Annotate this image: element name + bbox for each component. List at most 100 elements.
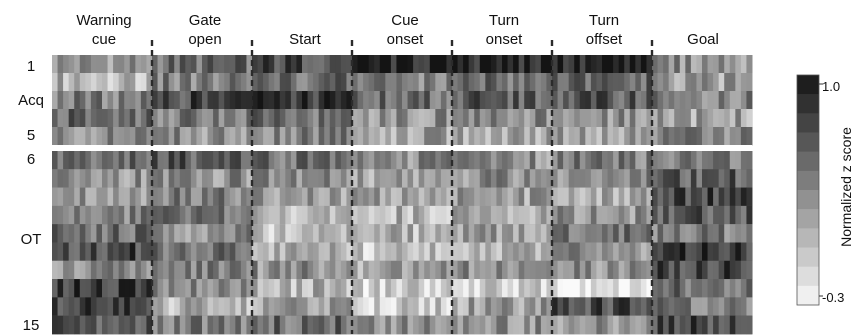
heatmap-texture bbox=[563, 55, 569, 74]
heatmap-texture bbox=[590, 127, 597, 146]
heatmap-texture bbox=[352, 55, 358, 74]
heatmap-texture bbox=[735, 297, 742, 316]
heatmap-texture bbox=[102, 127, 108, 146]
heatmap-texture bbox=[563, 73, 569, 92]
heatmap-texture bbox=[474, 242, 481, 262]
heatmap-texture bbox=[152, 127, 158, 146]
heatmap-texture bbox=[179, 127, 186, 146]
heatmap-texture bbox=[257, 127, 264, 146]
heatmap-texture bbox=[429, 151, 436, 170]
heatmap-texture bbox=[318, 242, 325, 262]
heatmap-texture bbox=[618, 297, 625, 316]
heatmap-texture bbox=[363, 297, 369, 316]
heatmap-texture bbox=[507, 187, 514, 207]
heatmap-texture bbox=[168, 91, 175, 110]
heatmap-texture bbox=[363, 279, 369, 298]
heatmap-texture bbox=[518, 224, 525, 243]
heatmap-texture bbox=[329, 205, 336, 225]
heatmap-texture bbox=[668, 169, 675, 188]
heatmap-texture bbox=[718, 127, 725, 146]
heatmap-texture bbox=[68, 260, 75, 280]
heatmap-texture bbox=[318, 224, 325, 243]
heatmap-texture bbox=[557, 151, 564, 170]
heatmap-texture bbox=[213, 205, 219, 225]
heatmap-texture bbox=[574, 127, 581, 146]
heatmap-texture bbox=[129, 73, 136, 92]
heatmap-texture bbox=[446, 224, 453, 243]
heatmap-texture bbox=[435, 242, 442, 262]
heatmap-texture bbox=[735, 127, 742, 146]
heatmap-texture bbox=[118, 91, 125, 110]
heatmap-texture bbox=[113, 55, 119, 74]
heatmap-texture bbox=[707, 260, 714, 280]
heatmap-texture bbox=[396, 205, 403, 225]
heatmap-texture bbox=[340, 91, 347, 110]
heatmap-texture bbox=[302, 151, 308, 170]
heatmap-texture bbox=[596, 315, 603, 335]
heatmap-texture bbox=[352, 91, 358, 110]
heatmap-texture bbox=[424, 279, 431, 298]
heatmap-texture bbox=[346, 242, 353, 262]
heatmap-texture bbox=[157, 73, 164, 92]
heatmap-texture bbox=[52, 260, 58, 280]
heatmap-texture bbox=[463, 315, 469, 335]
heatmap-texture bbox=[352, 297, 358, 316]
heatmap-texture bbox=[318, 279, 325, 298]
heatmap-texture bbox=[285, 297, 292, 316]
heatmap-texture bbox=[685, 279, 692, 298]
heatmap-texture bbox=[690, 169, 697, 188]
heatmap-texture bbox=[246, 169, 253, 188]
heatmap-texture bbox=[96, 315, 103, 335]
heatmap-texture bbox=[124, 109, 131, 128]
heatmap-texture bbox=[335, 297, 342, 316]
heatmap-texture bbox=[124, 169, 131, 188]
heatmap-texture bbox=[390, 205, 397, 225]
heatmap-texture bbox=[529, 315, 536, 335]
heatmap-texture bbox=[152, 109, 158, 128]
heatmap-texture bbox=[585, 260, 592, 280]
colorbar-step bbox=[797, 209, 819, 229]
heatmap-texture bbox=[190, 279, 197, 298]
heatmap-texture bbox=[68, 91, 75, 110]
heatmap-texture bbox=[190, 224, 197, 243]
heatmap-texture bbox=[140, 242, 147, 262]
heatmap-texture bbox=[390, 91, 397, 110]
heatmap-texture bbox=[52, 151, 58, 170]
heatmap-texture bbox=[657, 205, 664, 225]
heatmap-texture bbox=[724, 224, 731, 243]
heatmap-texture bbox=[179, 169, 186, 188]
heatmap-texture bbox=[335, 109, 342, 128]
heatmap-texture bbox=[152, 224, 158, 243]
heatmap-texture bbox=[152, 73, 158, 92]
heatmap-texture bbox=[585, 315, 592, 335]
heatmap-texture bbox=[685, 73, 692, 92]
heatmap-texture bbox=[496, 109, 503, 128]
heatmap-texture bbox=[218, 73, 225, 92]
heatmap-texture bbox=[102, 169, 108, 188]
heatmap-texture bbox=[79, 127, 86, 146]
heatmap-texture bbox=[602, 260, 608, 280]
heatmap-texture bbox=[290, 297, 297, 316]
heatmap-texture bbox=[590, 109, 597, 128]
heatmap-texture bbox=[529, 91, 536, 110]
heatmap-texture bbox=[702, 315, 708, 335]
heatmap-texture bbox=[674, 169, 681, 188]
heatmap-texture bbox=[124, 205, 131, 225]
heatmap-texture bbox=[518, 91, 525, 110]
heatmap-texture bbox=[90, 169, 97, 188]
heatmap-texture bbox=[746, 315, 753, 335]
heatmap-texture bbox=[396, 187, 403, 207]
heatmap-texture bbox=[279, 73, 286, 92]
heatmap-texture bbox=[207, 127, 214, 146]
heatmap-texture bbox=[79, 279, 86, 298]
heatmap-texture bbox=[463, 109, 469, 128]
heatmap-texture bbox=[85, 260, 92, 280]
heatmap-texture bbox=[207, 260, 214, 280]
heatmap-texture bbox=[135, 127, 142, 146]
heatmap-texture bbox=[74, 315, 81, 335]
heatmap-texture bbox=[463, 73, 469, 92]
heatmap-texture bbox=[624, 297, 631, 316]
heatmap-texture bbox=[246, 224, 253, 243]
heatmap-texture bbox=[213, 279, 219, 298]
heatmap-texture bbox=[90, 187, 97, 207]
